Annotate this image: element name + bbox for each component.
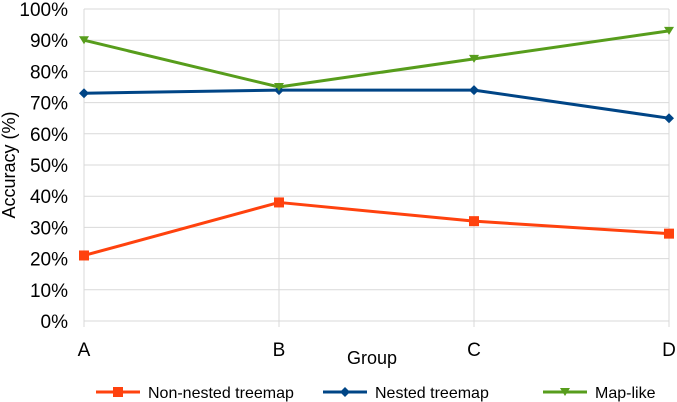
data-point	[79, 36, 89, 45]
data-point	[469, 85, 479, 96]
y-tick-labels: 0% 10% 20% 30% 40% 50% 60% 70% 80% 90% 100%	[19, 0, 68, 333]
y-tick-label: 100%	[19, 0, 68, 21]
legend-label: Nested treemap	[375, 385, 489, 402]
grid-lines	[83, 8, 670, 327]
data-point	[274, 83, 284, 91]
y-tick-label: 50%	[30, 156, 68, 177]
data-point	[79, 88, 89, 99]
data-point	[664, 113, 674, 124]
data-point	[469, 216, 479, 227]
x-tick-label: D	[662, 340, 676, 361]
legend: Non-nested treemap Nested treemap Map-like	[96, 385, 656, 402]
legend-item: Non-nested treemap	[96, 385, 294, 402]
y-tick-label: 30%	[30, 218, 68, 239]
y-axis-title: Accuracy (%)	[0, 111, 19, 218]
x-tick-label: B	[273, 340, 286, 361]
x-tick-labels: A B C D	[78, 340, 676, 361]
data-point	[274, 197, 284, 208]
x-tick-label: A	[78, 340, 91, 361]
y-tick-label: 70%	[30, 94, 68, 115]
y-tick-label: 60%	[30, 125, 68, 146]
data-point	[340, 387, 350, 397]
series-nested-treemap	[79, 85, 674, 124]
data-point	[79, 250, 89, 261]
y-tick-label: 40%	[30, 187, 68, 208]
series-line	[83, 29, 670, 89]
legend-label: Map-like	[595, 385, 656, 402]
y-tick-label: 90%	[30, 31, 68, 52]
legend-item: Map-like	[543, 385, 656, 402]
y-tick-label: 0%	[41, 312, 69, 333]
legend-label: Non-nested treemap	[148, 385, 294, 402]
y-tick-label: 20%	[30, 250, 68, 271]
y-tick-label: 10%	[30, 281, 68, 302]
data-point	[469, 54, 479, 63]
data-point	[664, 228, 674, 239]
data-point	[560, 388, 570, 396]
data-point	[664, 26, 674, 35]
x-tick-label: C	[467, 340, 481, 361]
series-line	[83, 200, 670, 257]
series-line	[83, 88, 670, 120]
data-point	[113, 387, 123, 397]
series-non-nested-treemap	[79, 197, 674, 261]
series-map-like	[79, 26, 674, 91]
x-axis-title: Group	[347, 348, 397, 368]
series-lines	[79, 26, 674, 261]
y-tick-label: 80%	[30, 62, 68, 83]
legend-item: Nested treemap	[323, 385, 489, 402]
